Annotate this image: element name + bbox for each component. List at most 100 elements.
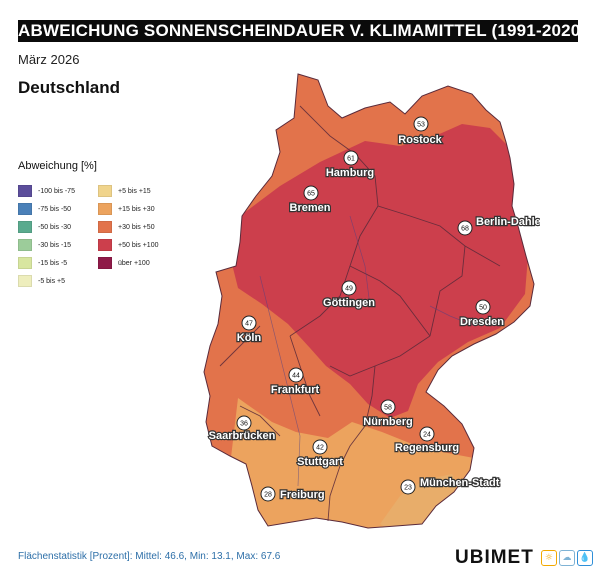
- city-stuttgart: 42 Stuttgart: [296, 439, 344, 469]
- city-label: Rostock: [398, 134, 442, 146]
- city-bremen: 65 Bremen: [288, 185, 332, 215]
- legend-label: -5 bis +5: [38, 277, 66, 285]
- city-nuernberg: 58 Nürnberg: [362, 399, 414, 429]
- city-marker: [260, 486, 276, 502]
- legend-swatch: [98, 185, 112, 197]
- legend-swatch: [18, 221, 32, 233]
- city-goettingen: 49 Göttingen: [322, 280, 376, 310]
- legend-swatch: [18, 257, 32, 269]
- brand-icons: ☼ ☁ 💧: [539, 550, 593, 566]
- legend-label: -30 bis -15: [38, 241, 72, 249]
- legend-item: +50 bis +100: [98, 239, 158, 251]
- legend-item: -100 bis -75: [18, 185, 75, 197]
- city-marker: [303, 185, 319, 201]
- city-value: 47: [245, 321, 253, 328]
- city-marker: [400, 479, 416, 495]
- legend-label: -75 bis -50: [38, 205, 72, 213]
- legend-swatch: [18, 239, 32, 251]
- city-rostock: 53 Rostock: [397, 116, 444, 147]
- legend-item: -75 bis -50: [18, 203, 71, 215]
- map-title: ABWEICHUNG SONNENSCHEINDAUER V. KLIMAMIT…: [18, 20, 578, 42]
- country-border: [203, 73, 535, 529]
- legend-label: +50 bis +100: [118, 241, 159, 249]
- legend-item: über +100: [98, 257, 150, 269]
- sun-icon: ☼: [540, 550, 557, 566]
- legend-item: -50 bis -30: [18, 221, 71, 233]
- city-value: 49: [345, 286, 353, 293]
- city-marker: [475, 299, 491, 315]
- legend-item: +5 bis +15: [98, 185, 151, 197]
- legend-label: +15 bis +30: [118, 205, 155, 213]
- city-label: Berlin-Dahlem: [476, 216, 540, 228]
- city-muenchen: 23 München-Stadt: [400, 476, 501, 495]
- city-marker: [236, 415, 252, 431]
- legend-label: +30 bis +50: [118, 223, 155, 231]
- city-label: Göttingen: [323, 297, 375, 309]
- city-koeln: 47 Köln: [236, 315, 263, 345]
- drop-icon: 💧: [576, 550, 593, 566]
- city-label: Frankfurt: [271, 384, 320, 396]
- area-15-30-south: [380, 474, 462, 528]
- region-label: Deutschland: [18, 78, 121, 97]
- city-value: 44: [292, 373, 300, 380]
- legend-title: Abweichung [%]: [18, 160, 97, 172]
- city-label: München-Stadt: [420, 477, 500, 489]
- legend-item: -30 bis -15: [18, 239, 71, 251]
- city-value: 65: [307, 191, 315, 198]
- legend-swatch: [18, 275, 32, 287]
- city-label: Hamburg: [326, 167, 374, 179]
- city-marker: [241, 315, 257, 331]
- legend-item: +15 bis +30: [98, 203, 155, 215]
- city-label: Regensburg: [395, 442, 459, 454]
- city-value: 53: [417, 122, 425, 129]
- city-hamburg: 61 Hamburg: [325, 150, 375, 180]
- city-value: 24: [423, 432, 431, 439]
- city-label: Nürnberg: [363, 416, 413, 428]
- legend-item: +30 bis +50: [98, 221, 155, 233]
- city-regensburg: 24 Regensburg: [394, 426, 460, 455]
- city-value: 36: [240, 421, 248, 428]
- legend-swatch: [18, 203, 32, 215]
- rivers: [259, 215, 476, 487]
- legend-label: über +100: [118, 259, 150, 267]
- period-label: März 2026: [18, 52, 80, 67]
- legend-label: +5 bis +15: [118, 187, 151, 195]
- legend-swatch: [18, 185, 32, 197]
- city-frankfurt: 44 Frankfurt: [270, 367, 321, 397]
- area-statistics: Flächenstatistik [Prozent]: Mittel: 46.6…: [18, 551, 281, 562]
- city-berlin: 68 Berlin-Dahlem: [457, 215, 540, 236]
- city-value: 61: [347, 156, 355, 163]
- city-value: 42: [316, 445, 324, 452]
- city-marker: [413, 116, 429, 132]
- city-marker: [341, 280, 357, 296]
- city-label: Köln: [237, 332, 262, 344]
- area-50-100: [230, 124, 528, 418]
- ubimet-logo: UBIMET ☼ ☁ 💧: [455, 547, 593, 569]
- city-marker: [457, 220, 473, 236]
- legend-swatch: [98, 203, 112, 215]
- legend-swatch: [98, 239, 112, 251]
- city-dresden: 50 Dresden: [459, 299, 505, 329]
- city-label: Saarbrücken: [209, 430, 276, 442]
- legend-swatch: [98, 221, 112, 233]
- legend-label: -50 bis -30: [38, 223, 72, 231]
- city-value: 28: [264, 492, 272, 499]
- city-label: Stuttgart: [297, 456, 343, 468]
- legend-label: -15 bis -5: [38, 259, 68, 267]
- city-marker: [343, 150, 359, 166]
- cloud-icon: ☁: [558, 550, 575, 566]
- legend-swatch: [98, 257, 112, 269]
- legend-label: -100 bis -75: [38, 187, 75, 195]
- germany-map: 53 Rostock 61 Hamburg 65 Bremen 68 Berli…: [203, 73, 540, 529]
- city-label: Freiburg: [280, 489, 325, 501]
- city-label: Bremen: [290, 202, 331, 214]
- city-marker: [288, 367, 304, 383]
- city-value: 68: [461, 226, 469, 233]
- city-marker: [312, 439, 328, 455]
- city-value: 23: [404, 485, 412, 492]
- city-value: 50: [479, 305, 487, 312]
- brand-name: UBIMET: [455, 547, 534, 568]
- city-marker: [380, 399, 396, 415]
- city-freiburg: 28 Freiburg: [260, 486, 326, 502]
- legend-item: -5 bis +5: [18, 275, 65, 287]
